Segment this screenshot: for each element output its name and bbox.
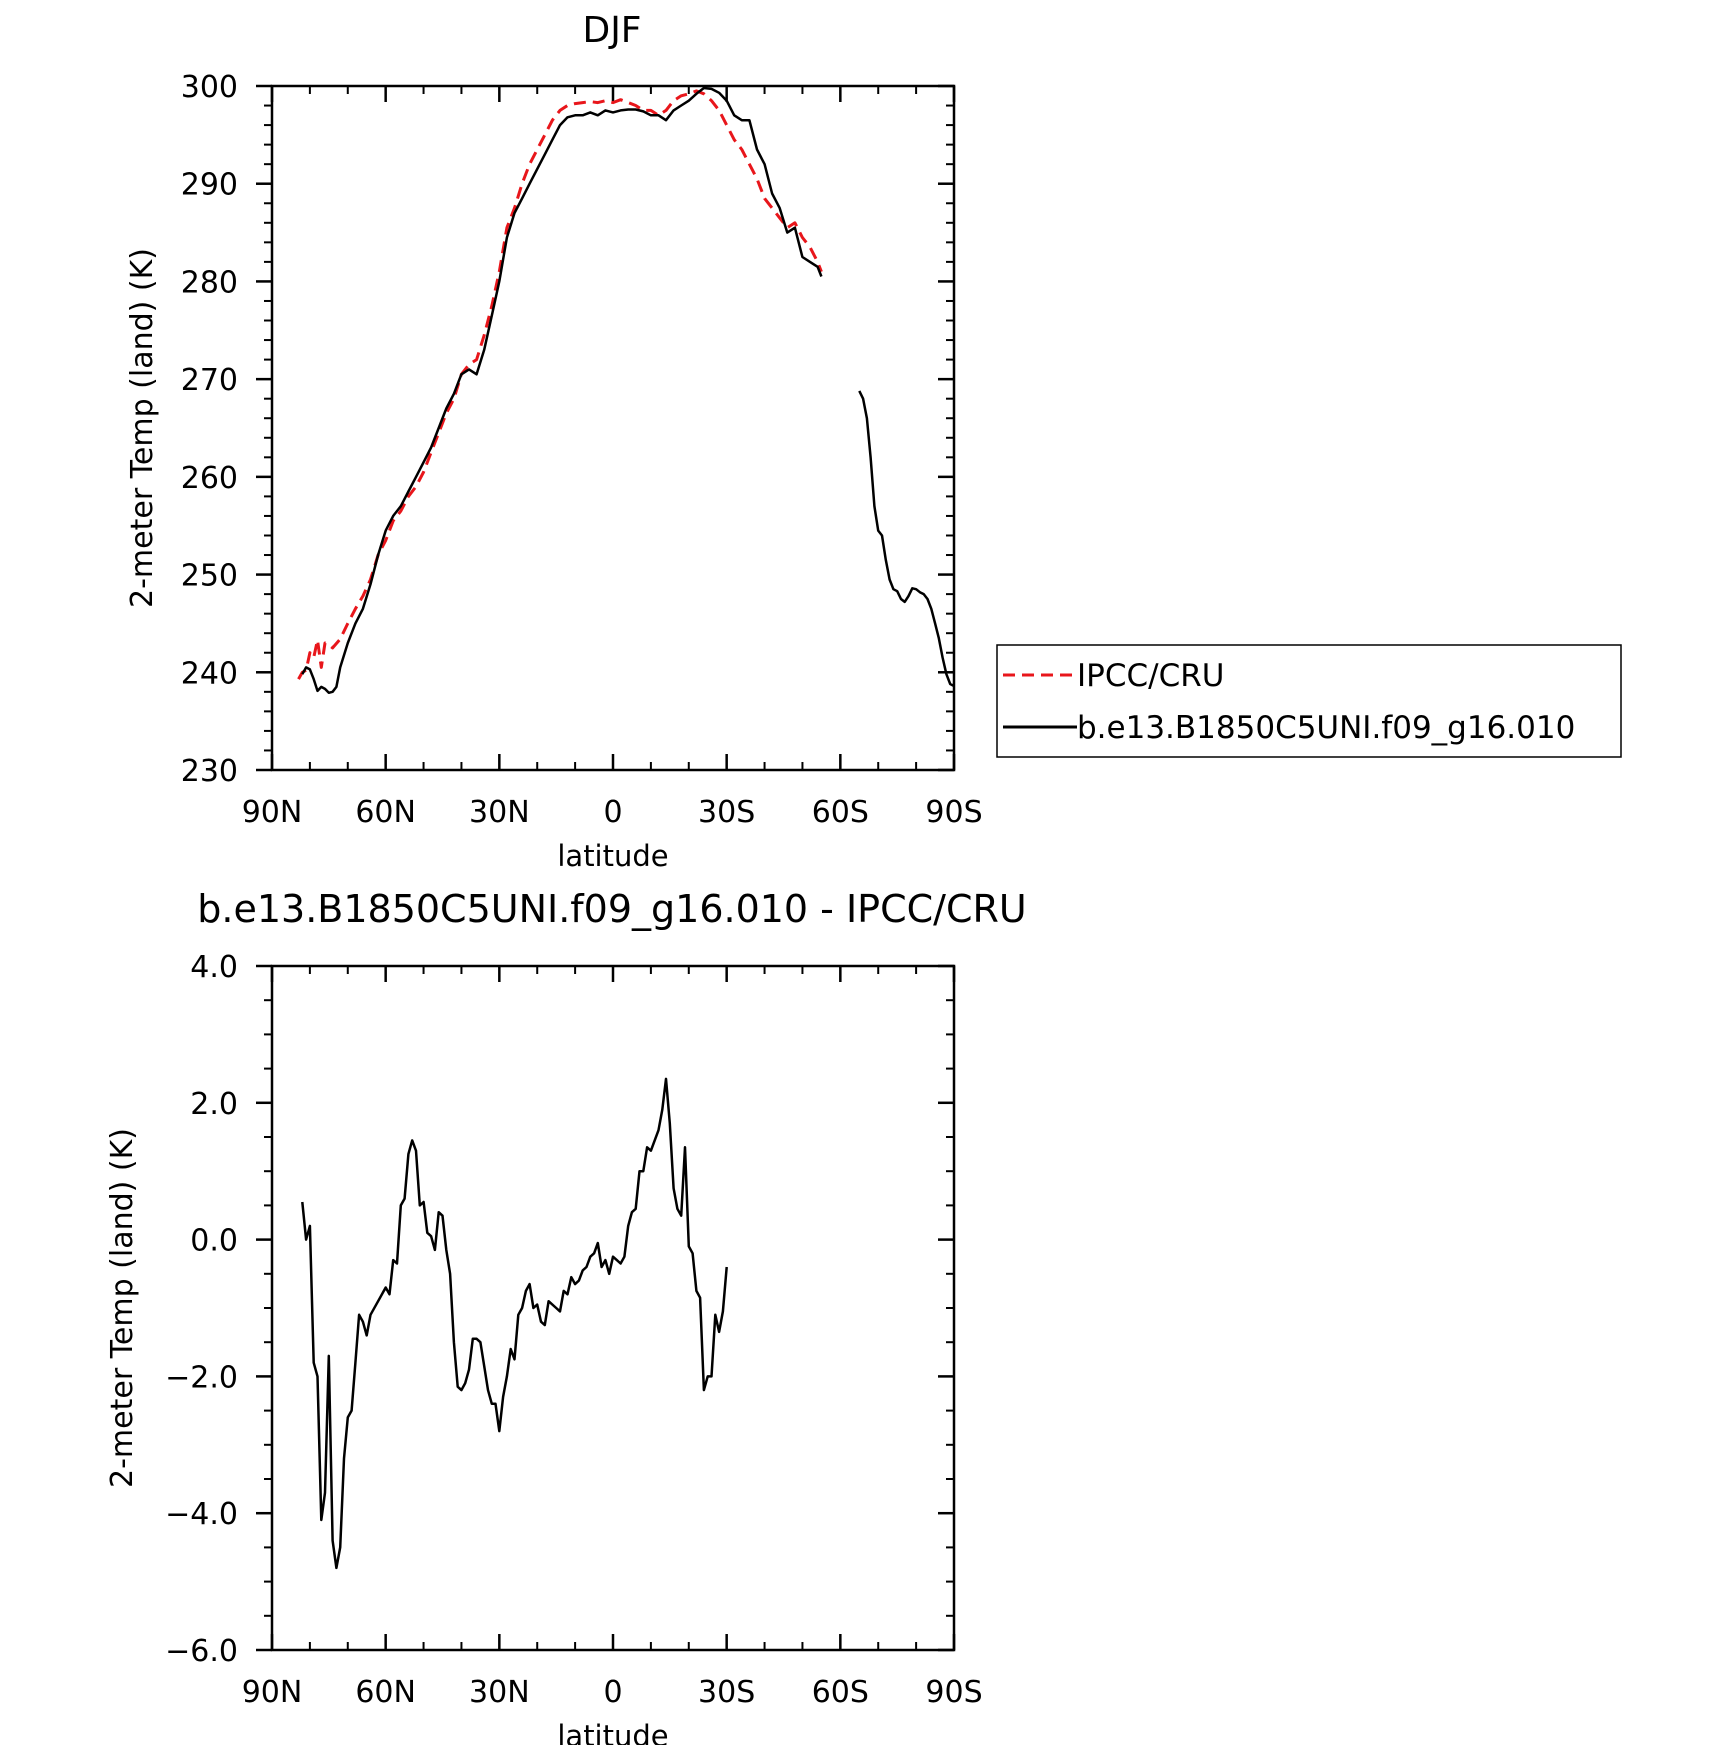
plot-frame <box>270 84 956 772</box>
y-tick-label: 0.0 <box>190 1224 238 1259</box>
legend-label: IPCC/CRU <box>1077 658 1224 694</box>
x-tick-label: 0 <box>603 1675 622 1710</box>
legend-box <box>996 644 1622 758</box>
y-tick-label: −6.0 <box>165 1634 238 1669</box>
y-tick-label: −2.0 <box>165 1360 238 1395</box>
difference-panel: 90N 60N 30N 0 30S 60S 90S −6.0 −4.0 −2.0 0.0 2.0 4.0… <box>105 887 1027 1750</box>
y-tick-label: 300 <box>181 70 238 105</box>
x-tick-label: 0 <box>603 795 622 830</box>
y-axis-label: 2-meter Temp (land) (K) <box>105 1128 140 1488</box>
x-axis-label: latitude <box>557 839 668 873</box>
x-axis-label: latitude <box>557 1719 668 1745</box>
y-tick-label: 2.0 <box>190 1087 238 1122</box>
difference-line-0 <box>301 1077 728 1570</box>
y-tick-label: 260 <box>181 461 238 496</box>
y-tick-label: 230 <box>181 754 238 789</box>
chart-title: b.e13.B1850C5UNI.f09_g16.010 - IPCC/CRU <box>197 887 1026 931</box>
x-tick-label: 90S <box>925 795 982 830</box>
x-tick-label: 30N <box>469 795 530 830</box>
y-tick-label: 250 <box>181 559 238 594</box>
x-tick-label: 60S <box>812 795 869 830</box>
y-tick-label: 270 <box>181 363 238 398</box>
legend: IPCC/CRU b.e13.B1850C5UNI.f09_g16.010 <box>996 644 1622 758</box>
djf-temperature-panel: 90N 60N 30N 0 30S 60S 90S 230 240 250 260 270 280 290… <box>125 10 1622 873</box>
y-tick-label: 280 <box>181 265 238 300</box>
y-tick-label: 290 <box>181 168 238 203</box>
y-tick-label: 240 <box>181 656 238 691</box>
x-tick-label: 60N <box>355 795 416 830</box>
legend-label: b.e13.B1850C5UNI.f09_g16.010 <box>1077 710 1575 746</box>
x-tick-label: 60N <box>355 1675 416 1710</box>
x-tick-label: 30S <box>698 795 755 830</box>
x-tick-label: 60S <box>812 1675 869 1710</box>
y-axis-label: 2-meter Temp (land) (K) <box>125 248 160 608</box>
chart-title: DJF <box>582 10 641 51</box>
y-tick-label: −4.0 <box>165 1497 238 1532</box>
y-tick-label: 4.0 <box>190 950 238 985</box>
series-line-0 <box>297 89 823 680</box>
series-line-1 <box>301 86 955 695</box>
x-tick-label: 30S <box>698 1675 755 1710</box>
x-tick-label: 90N <box>242 795 303 830</box>
x-tick-label: 30N <box>469 1675 530 1710</box>
x-tick-label: 90S <box>925 1675 982 1710</box>
x-tick-label: 90N <box>242 1675 303 1710</box>
